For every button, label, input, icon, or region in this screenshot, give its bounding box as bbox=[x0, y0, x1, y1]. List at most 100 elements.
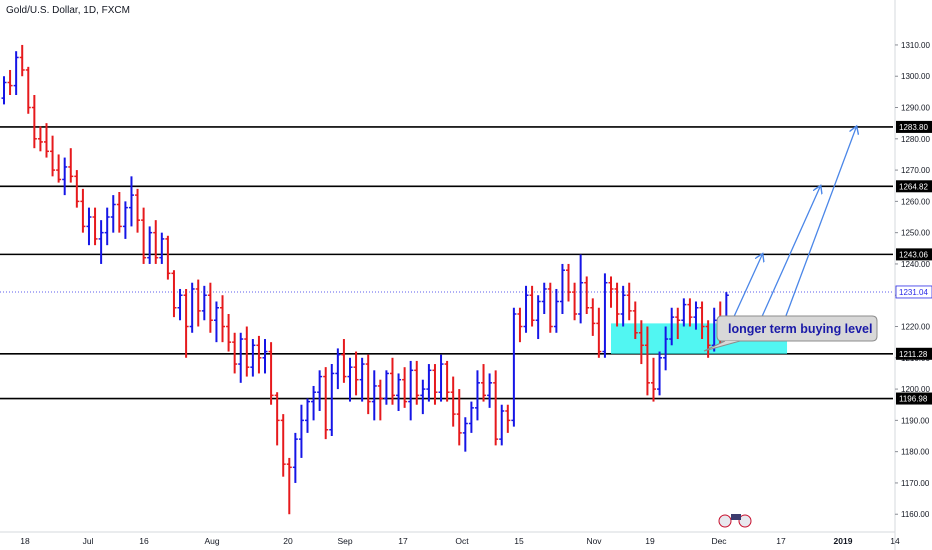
ohlc-bar[interactable] bbox=[68, 148, 74, 183]
ohlc-bar[interactable] bbox=[602, 273, 608, 358]
ohlc-bar[interactable] bbox=[657, 351, 663, 396]
ohlc-bar[interactable] bbox=[481, 364, 487, 402]
ohlc-bar[interactable] bbox=[317, 370, 323, 411]
ohlc-bar[interactable] bbox=[456, 389, 462, 446]
ohlc-bar[interactable] bbox=[559, 263, 565, 314]
ohlc-bar[interactable] bbox=[620, 285, 626, 327]
ohlc-bar[interactable] bbox=[389, 357, 395, 405]
ohlc-bar[interactable] bbox=[644, 326, 650, 396]
ohlc-bar[interactable] bbox=[92, 207, 98, 246]
ohlc-bar[interactable] bbox=[650, 357, 656, 402]
ohlc-bar[interactable] bbox=[292, 432, 298, 483]
ohlc-bar[interactable] bbox=[329, 364, 335, 437]
ohlc-bar[interactable] bbox=[699, 301, 705, 340]
ohlc-bar[interactable] bbox=[141, 207, 147, 264]
ohlc-bar[interactable] bbox=[517, 307, 523, 343]
ohlc-bar[interactable] bbox=[50, 135, 56, 177]
ohlc-bar[interactable] bbox=[590, 298, 596, 336]
ohlc-bar[interactable] bbox=[135, 188, 141, 233]
ohlc-bar[interactable] bbox=[177, 288, 183, 321]
ohlc-bar[interactable] bbox=[347, 357, 353, 402]
ohlc-bar[interactable] bbox=[711, 307, 717, 352]
ohlc-bar[interactable] bbox=[402, 367, 408, 408]
ohlc-bar[interactable] bbox=[207, 282, 213, 333]
ohlc-bar[interactable] bbox=[25, 66, 31, 114]
ohlc-bar[interactable] bbox=[311, 385, 317, 421]
ohlc-bar[interactable] bbox=[274, 392, 280, 446]
ohlc-bar[interactable] bbox=[566, 263, 572, 302]
ohlc-bar[interactable] bbox=[19, 44, 25, 77]
ohlc-bar[interactable] bbox=[43, 123, 49, 158]
ohlc-bar[interactable] bbox=[608, 276, 614, 308]
ohlc-bar[interactable] bbox=[220, 295, 226, 343]
ohlc-bar[interactable] bbox=[578, 254, 584, 324]
annotation-callout[interactable]: longer term buying level bbox=[703, 315, 878, 352]
ohlc-bar[interactable] bbox=[226, 314, 232, 352]
ohlc-bar[interactable] bbox=[511, 307, 517, 427]
ohlc-bar[interactable] bbox=[244, 326, 250, 377]
ohlc-bar[interactable] bbox=[584, 276, 590, 314]
ohlc-bar[interactable] bbox=[572, 282, 578, 321]
ohlc-bar[interactable] bbox=[256, 335, 262, 374]
ohlc-bar[interactable] bbox=[377, 379, 383, 421]
ohlc-bar[interactable] bbox=[153, 220, 159, 264]
ohlc-bar[interactable] bbox=[632, 301, 638, 340]
ohlc-bar[interactable] bbox=[268, 342, 274, 405]
ohlc-bar[interactable] bbox=[37, 126, 43, 152]
ohlc-bar[interactable] bbox=[523, 285, 529, 333]
ohlc-bar[interactable] bbox=[298, 404, 304, 458]
ohlc-bar[interactable] bbox=[681, 298, 687, 327]
ohlc-bar[interactable] bbox=[444, 360, 450, 402]
ohlc-bar[interactable] bbox=[171, 270, 177, 318]
ohlc-bar[interactable] bbox=[541, 282, 547, 314]
ohlc-bar[interactable] bbox=[365, 354, 371, 415]
ohlc-bar[interactable] bbox=[669, 307, 675, 346]
ohlc-bar[interactable] bbox=[80, 188, 86, 233]
ohlc-bar[interactable] bbox=[159, 232, 165, 264]
ohlc-bar[interactable] bbox=[110, 195, 116, 233]
ohlc-bar[interactable] bbox=[183, 288, 189, 358]
ohlc-bar[interactable] bbox=[468, 401, 474, 433]
ohlc-bar[interactable] bbox=[626, 282, 632, 321]
ohlc-bar[interactable] bbox=[128, 176, 134, 227]
time-axis[interactable]: 18 Jul 16 Aug 20 Sep 17 Oct 15 Nov 19 Dec 17 2019 14 bbox=[0, 531, 900, 546]
ohlc-bar[interactable] bbox=[396, 373, 402, 411]
ohlc-bar[interactable] bbox=[553, 288, 559, 333]
ohlc-bar[interactable] bbox=[341, 339, 347, 383]
ohlc-bar[interactable] bbox=[687, 298, 693, 327]
ohlc-bar[interactable] bbox=[693, 301, 699, 330]
ohlc-bar[interactable] bbox=[201, 285, 207, 321]
ohlc-bar[interactable] bbox=[262, 339, 268, 374]
ohlc-bar[interactable] bbox=[705, 320, 711, 358]
ohlc-bar[interactable] bbox=[213, 301, 219, 343]
ohlc-bar[interactable] bbox=[499, 404, 505, 446]
ohlc-bar[interactable] bbox=[474, 370, 480, 421]
projection-arrow[interactable] bbox=[731, 254, 762, 321]
ohlc-bar[interactable] bbox=[7, 69, 13, 95]
ohlc-bar[interactable] bbox=[359, 357, 365, 402]
ohlc-bar[interactable] bbox=[487, 373, 493, 408]
ohlc-bar[interactable] bbox=[56, 154, 62, 183]
ohlc-bar[interactable] bbox=[383, 370, 389, 405]
ohlc-bar[interactable] bbox=[232, 332, 238, 374]
ohlc-bar[interactable] bbox=[462, 417, 468, 452]
ohlc-bar[interactable] bbox=[13, 51, 19, 95]
ohlc-bar[interactable] bbox=[147, 226, 153, 264]
ohlc-bar[interactable] bbox=[286, 457, 292, 515]
ohlc-bar[interactable] bbox=[74, 170, 80, 208]
ohlc-bar[interactable] bbox=[450, 376, 456, 427]
ohlc-bar[interactable] bbox=[414, 360, 420, 405]
ohlc-bar[interactable] bbox=[432, 364, 438, 405]
ohlc-bar[interactable] bbox=[323, 367, 329, 440]
ohlc-bar[interactable] bbox=[438, 354, 444, 402]
ohlc-bar[interactable] bbox=[408, 360, 414, 421]
ohlc-bar[interactable] bbox=[238, 332, 244, 383]
ohlc-bar[interactable] bbox=[305, 398, 310, 433]
ohlc-bar[interactable] bbox=[505, 404, 511, 433]
price-axis[interactable]: 1160.001170.001180.001190.001200.001210.… bbox=[894, 0, 932, 550]
ohlc-bar[interactable] bbox=[675, 307, 681, 340]
ohlc-bar[interactable] bbox=[122, 201, 128, 239]
ohlc-bar[interactable] bbox=[547, 282, 553, 333]
ohlc-bar[interactable] bbox=[335, 348, 341, 390]
